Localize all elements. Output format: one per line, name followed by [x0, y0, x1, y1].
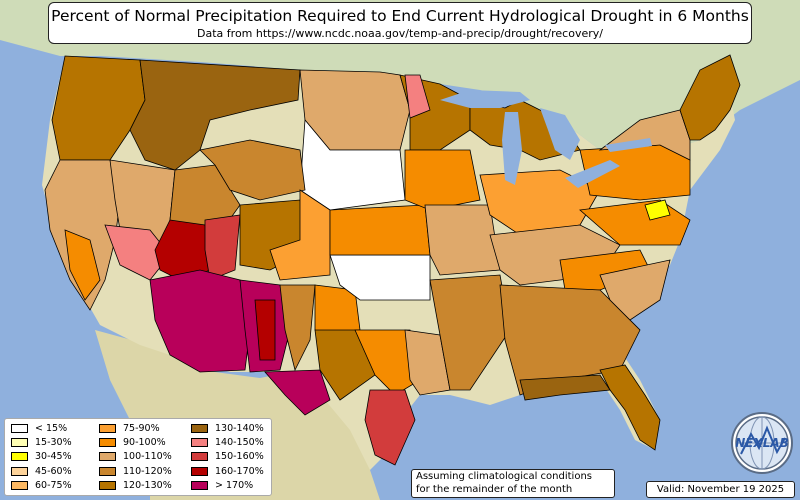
legend-label: 90-100% [123, 437, 166, 449]
region-new-mexico-east [279, 284, 316, 372]
lake-huron [540, 108, 580, 160]
legend-item: < 15% [11, 421, 99, 435]
map-title: Percent of Normal Precipitation Required… [51, 7, 749, 25]
note-line-1: Assuming climatological conditions [416, 471, 592, 482]
legend-swatch [99, 452, 116, 462]
legend-label: < 15% [35, 422, 68, 434]
region-florida [599, 364, 661, 451]
legend-item: > 170% [191, 479, 271, 493]
region-arizona [149, 269, 251, 373]
region-new-england [679, 54, 741, 141]
legend-label: 45-60% [35, 465, 72, 477]
region-missouri [424, 204, 501, 276]
legend-swatch [99, 481, 116, 491]
legend-label: 30-45% [35, 451, 72, 463]
region-kansas [329, 204, 431, 256]
region-wyoming [199, 139, 306, 201]
legend-swatch [99, 423, 116, 433]
legend-label: 110-120% [123, 465, 172, 477]
legend-swatch [191, 481, 208, 491]
legend-item: 45-60% [11, 464, 99, 478]
legend-label: 120-130% [123, 480, 172, 492]
lake-michigan [502, 112, 522, 185]
legend-item: 140-150% [191, 435, 271, 449]
legend-swatch [191, 423, 208, 433]
great-lakes [440, 90, 652, 188]
legend-item: 30-45% [11, 450, 99, 464]
legend-swatch [99, 438, 116, 448]
legend-item: 75-90% [99, 421, 191, 435]
region-carolinas [599, 259, 671, 321]
logo-text: NEXLAB [735, 436, 789, 450]
region-maryland-yellow [644, 199, 671, 221]
legend-swatch [191, 438, 208, 448]
legend-item: 150-160% [191, 450, 271, 464]
drought-regions [44, 54, 741, 466]
region-new-mexico-red [254, 299, 276, 361]
lake-superior [440, 90, 530, 108]
legend-swatch [11, 438, 28, 448]
region-deep-south [499, 284, 641, 396]
legend-swatch [11, 466, 28, 476]
region-gulf-coast [519, 374, 611, 401]
region-iowa-illinois [404, 149, 481, 211]
note-box: Assuming climatological conditions for t… [411, 469, 615, 498]
title-box: Percent of Normal Precipitation Required… [48, 2, 752, 44]
legend-label: 60-75% [35, 480, 72, 492]
region-east-texas [404, 329, 451, 396]
legend-swatch [191, 452, 208, 462]
lake-ontario [605, 138, 652, 152]
region-south-texas [364, 389, 416, 466]
region-central-texas [354, 329, 421, 396]
legend-item: 90-100% [99, 435, 191, 449]
legend-label: 140-150% [215, 437, 264, 449]
region-central-california [64, 229, 101, 301]
valid-date: Valid: November 19 2025 [646, 481, 795, 498]
legend-label: 100-110% [123, 451, 172, 463]
legend: < 15% 15-30% 30-45% 45-60% 60-75% 75-90% 90-10… [4, 418, 272, 496]
globe-icon-graphic [735, 416, 789, 470]
legend-item: 100-110% [99, 450, 191, 464]
legend-swatch [11, 481, 28, 491]
legend-swatch [11, 452, 28, 462]
legend-item: 110-120% [99, 464, 191, 478]
legend-label: > 170% [215, 480, 254, 492]
region-arkansas-louisiana [429, 274, 511, 391]
legend-label: 160-170% [215, 465, 264, 477]
legend-item: 15-30% [11, 435, 99, 449]
lake-erie [565, 160, 620, 188]
region-wisconsin-pink [404, 74, 431, 119]
legend-label: 150-160% [215, 451, 264, 463]
legend-item: 60-75% [11, 479, 99, 493]
legend-swatch [11, 423, 28, 433]
note-line-2: for the remainder of the month [416, 483, 573, 495]
legend-swatch [191, 466, 208, 476]
region-utah-crimson [204, 214, 241, 281]
legend-item: 160-170% [191, 464, 271, 478]
region-west-texas [314, 329, 376, 401]
globe-icon: NEXLAB [731, 412, 793, 474]
legend-label: 75-90% [123, 422, 160, 434]
legend-label: 15-30% [35, 437, 72, 449]
legend-label: 130-140% [215, 422, 264, 434]
legend-swatch [99, 466, 116, 476]
region-west-texas-crimson [264, 369, 331, 416]
legend-item: 130-140% [191, 421, 271, 435]
map-subtitle: Data from https://www.ncdc.noaa.gov/temp… [197, 27, 603, 40]
legend-item: 120-130% [99, 479, 191, 493]
